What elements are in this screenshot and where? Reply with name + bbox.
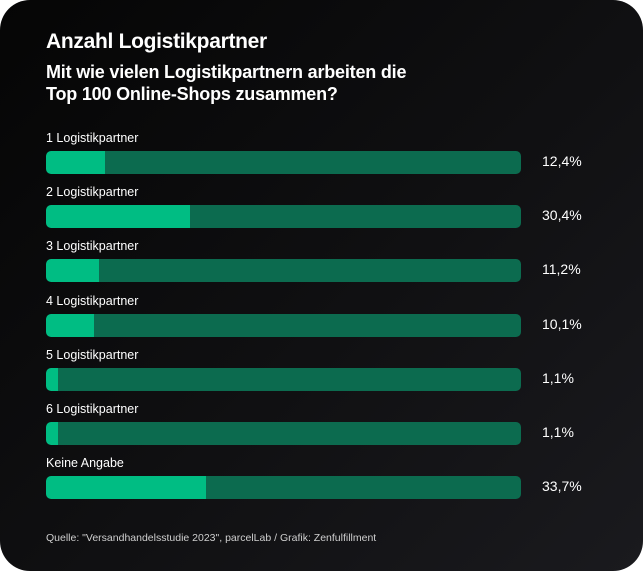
bar-value-label: 33,7% [542, 478, 582, 495]
bar-track [46, 422, 521, 445]
chart-subtitle: Mit wie vielen Logistikpartnern arbeiten… [46, 61, 466, 105]
bar-fill [46, 259, 100, 283]
bar-fill [46, 422, 58, 445]
bar-category-label: 6 Logistikpartner [46, 402, 139, 416]
bar-category-label: Keine Angabe [46, 456, 124, 471]
bar-track [46, 476, 521, 500]
bar-category-label: 2 Logistikpartner [46, 185, 139, 200]
bar-row: 6 Logistikpartner 1,1% [46, 402, 606, 448]
bar-value-label: 30,4% [542, 207, 582, 224]
bar-track [46, 313, 521, 337]
bar-row: 5 Logistikpartner 1,1% [46, 348, 606, 394]
bar-track [46, 205, 521, 229]
bar-category-label: 3 Logistikpartner [46, 239, 139, 254]
bar-track [46, 151, 521, 174]
bar-fill [46, 205, 191, 229]
bar-category-label: 5 Logistikpartner [46, 347, 139, 362]
bar-row: 4 Logistikpartner 10,1% [46, 294, 606, 340]
bar-category-label: 4 Logistikpartner [46, 293, 139, 308]
bar-row: 3 Logistikpartner 11,2% [46, 239, 606, 285]
bar-value-label: 12,4% [542, 153, 582, 169]
bar-value-label: 1,1% [542, 369, 574, 386]
bar-row: Keine Angabe 33,7% [46, 456, 606, 502]
bar-category-label: 1 Logistikpartner [46, 131, 139, 145]
bar-value-label: 1,1% [542, 424, 574, 440]
subtitle-line-2: Top 100 Online-Shops zusammen? [46, 84, 338, 104]
bar-fill [46, 151, 105, 174]
bar-value-label: 11,2% [542, 261, 581, 278]
bar-row: 2 Logistikpartner 30,4% [46, 185, 606, 231]
source-note: Quelle: "Versandhandelsstudie 2023", par… [46, 532, 377, 544]
bar-value-label: 10,1% [542, 315, 582, 332]
subtitle-line-1: Mit wie vielen Logistikpartnern arbeiten… [46, 62, 407, 82]
bar-track [46, 367, 521, 391]
bar-fill [46, 476, 207, 500]
bar-row: 1 Logistikpartner 12,4% [46, 131, 606, 177]
bar-fill [46, 313, 94, 337]
chart-title: Anzahl Logistikpartner [46, 30, 267, 53]
bar-track [46, 259, 521, 283]
bar-fill [46, 367, 58, 391]
